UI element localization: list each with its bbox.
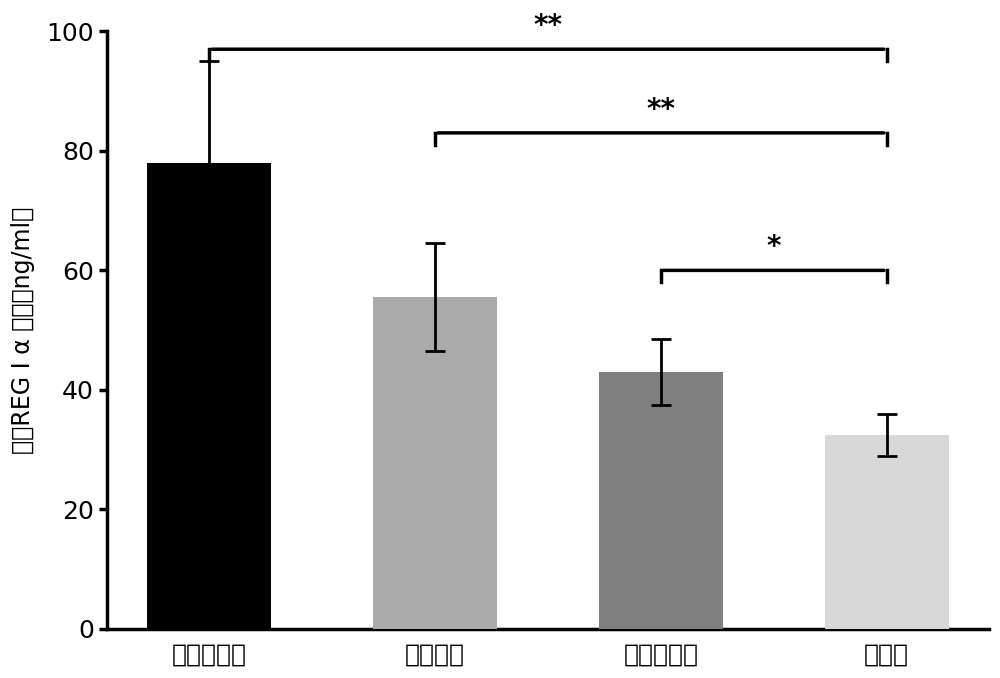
Text: **: **	[646, 96, 675, 124]
Bar	[373, 297, 497, 629]
Bar	[825, 435, 949, 629]
Bar	[599, 372, 723, 629]
Bar	[147, 163, 271, 629]
Text: **: **	[533, 12, 562, 40]
Text: *: *	[767, 233, 781, 262]
Y-axis label: 血清REG I α 浓度（ng/ml）: 血清REG I α 浓度（ng/ml）	[11, 207, 35, 454]
